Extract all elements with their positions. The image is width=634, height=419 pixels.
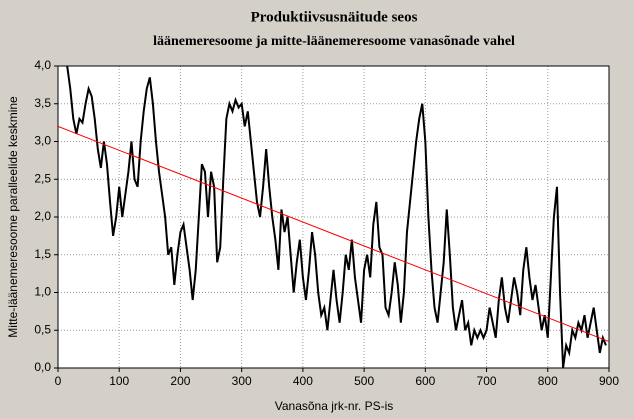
plot-frame [57, 65, 610, 369]
y-tick-label: 1,0 [34, 285, 51, 299]
x-tick-label: 400 [293, 374, 313, 388]
y-tick-label: 3,0 [34, 134, 51, 148]
y-axis-label: Mitte-läänemeresoome paralleelide keskmi… [6, 96, 20, 338]
x-tick-label: 900 [599, 374, 619, 388]
y-tick-label: 0,0 [34, 360, 51, 374]
data-line [66, 65, 607, 369]
x-tick-label: 300 [232, 374, 252, 388]
y-tick-label: 1,5 [34, 247, 51, 261]
y-tick-label: 2,0 [34, 209, 51, 223]
x-tick-label: 100 [109, 374, 129, 388]
x-tick-label: 700 [477, 374, 497, 388]
x-axis-label: Vanasõna jrk-nr. PS-is [275, 399, 394, 413]
x-tick-label: 500 [354, 374, 374, 388]
x-tick-label: 800 [538, 374, 558, 388]
y-tick-label: 3,5 [34, 96, 51, 110]
data-line [57, 125, 610, 343]
y-tick-label: 2,5 [34, 171, 51, 185]
x-tick-label: 0 [55, 374, 62, 388]
y-tick-label: 0,5 [34, 322, 51, 336]
y-tick-label: 4,0 [34, 58, 51, 72]
chart-subtitle: läänemeresoome ja mitte-läänemeresoome v… [153, 34, 515, 49]
x-tick-label: 600 [415, 374, 435, 388]
chart-title: Produktiivsusnäitude seos [251, 9, 418, 25]
x-tick-label: 200 [170, 374, 190, 388]
